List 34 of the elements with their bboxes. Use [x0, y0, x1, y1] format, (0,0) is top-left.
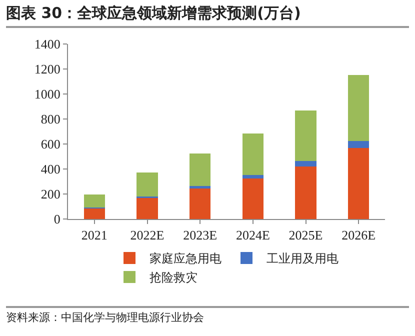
bar	[348, 140, 370, 148]
y-tick-label: 1000	[34, 86, 60, 102]
y-tick-label: 600	[40, 136, 60, 152]
y-tick-label: 0	[54, 212, 60, 227]
bar	[190, 154, 211, 186]
bar	[348, 148, 370, 219]
x-tick-label: 2026E	[342, 228, 376, 243]
legend-label: 工业用及用电	[266, 250, 338, 267]
x-tick-label: 2024E	[236, 228, 270, 243]
y-tick-label: 200	[40, 186, 60, 202]
y-tick-label: 400	[40, 162, 60, 177]
bar	[190, 188, 211, 219]
bar	[136, 198, 158, 219]
bar	[242, 174, 264, 179]
y-tick-label: 1400	[34, 36, 60, 52]
x-tick-label: 2025E	[288, 228, 323, 243]
bar	[242, 134, 264, 175]
bar	[348, 74, 370, 141]
y-tick-label: 1200	[34, 62, 60, 77]
text: 资料来源：中国化学与物理电源行业协会	[6, 306, 409, 325]
bar	[295, 166, 316, 219]
bar	[295, 161, 316, 166]
x-tick-label: 2022E	[130, 228, 164, 243]
y-tick-label: 800	[40, 112, 60, 127]
x-tick-label: 2023E	[183, 228, 218, 243]
bar	[242, 178, 264, 219]
x-tick-label: 2021	[81, 228, 108, 243]
bar	[84, 208, 105, 219]
bar	[84, 194, 105, 208]
legend-label: 家庭应急用电	[150, 250, 222, 267]
bar	[295, 110, 316, 162]
bar	[136, 172, 158, 196]
chart-title: 图表 30：全球应急领域新增需求预测(万台)	[6, 4, 409, 28]
legend-label: 抢险救灾	[150, 268, 198, 286]
